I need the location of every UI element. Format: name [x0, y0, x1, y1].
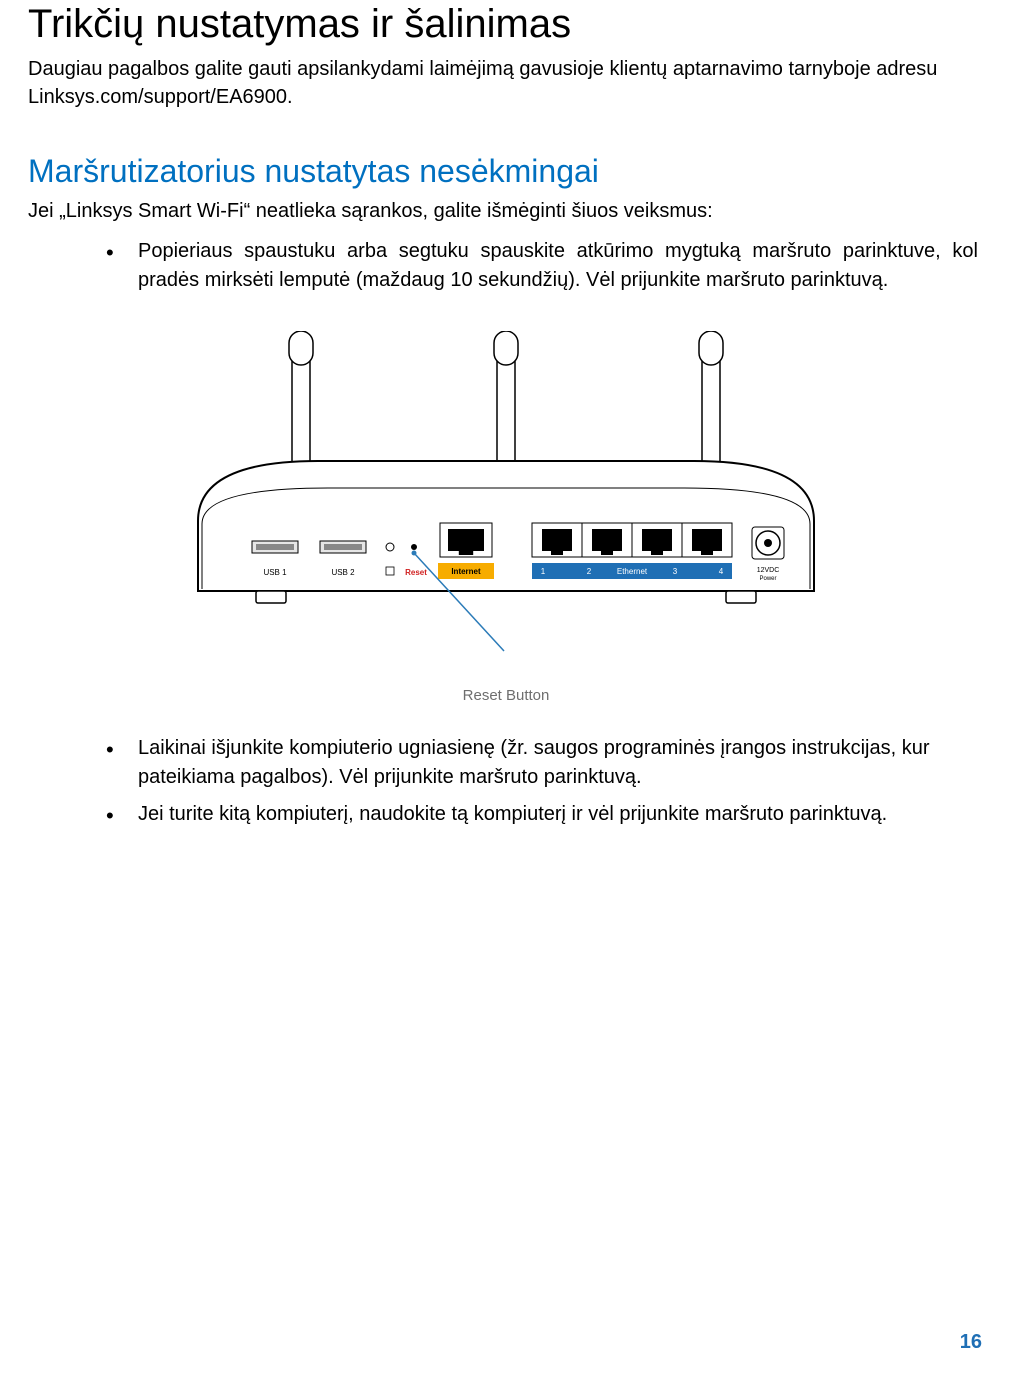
section-intro: Jei „Linksys Smart Wi-Fi“ neatlieka sąra…	[28, 200, 984, 223]
svg-text:3: 3	[673, 567, 678, 576]
svg-text:USB 1: USB 1	[263, 568, 287, 577]
bullet-item: Popieriaus spaustuku arba segtuku spausk…	[138, 237, 978, 295]
document-page: Trikčių nustatymas ir šalinimas Daugiau …	[0, 2, 1012, 1378]
reset-button-caption: Reset Button	[156, 687, 856, 704]
svg-text:Internet: Internet	[451, 567, 481, 576]
svg-text:Power: Power	[759, 576, 776, 582]
page-title: Trikčių nustatymas ir šalinimas	[28, 2, 984, 47]
page-subtitle: Daugiau pagalbos galite gauti apsilankyd…	[28, 55, 984, 111]
section-heading: Maršrutizatorius nustatytas nesėkmingai	[28, 153, 984, 190]
svg-text:2: 2	[587, 567, 592, 576]
router-svg: USB 1 USB 2 Reset Internet 1 2 Ethernet 3 4 12VDC…	[156, 331, 856, 681]
bullet-item: Jei turite kitą kompiuterį, naudokite tą…	[138, 800, 978, 829]
bullet-list: Popieriaus spaustuku arba segtuku spausk…	[28, 237, 984, 295]
page-number: 16	[960, 1331, 982, 1354]
bullet-list-2: Laikinai išjunkite kompiuterio ugniasien…	[28, 734, 984, 829]
svg-text:4: 4	[719, 567, 724, 576]
router-diagram: USB 1 USB 2 Reset Internet 1 2 Ethernet 3 4 12VDC…	[156, 331, 856, 704]
svg-text:1: 1	[541, 567, 546, 576]
svg-text:12VDC: 12VDC	[757, 567, 780, 574]
svg-text:Ethernet: Ethernet	[617, 567, 648, 576]
svg-text:Reset: Reset	[405, 568, 427, 577]
svg-text:USB 2: USB 2	[331, 568, 355, 577]
bullet-item: Laikinai išjunkite kompiuterio ugniasien…	[138, 734, 978, 792]
